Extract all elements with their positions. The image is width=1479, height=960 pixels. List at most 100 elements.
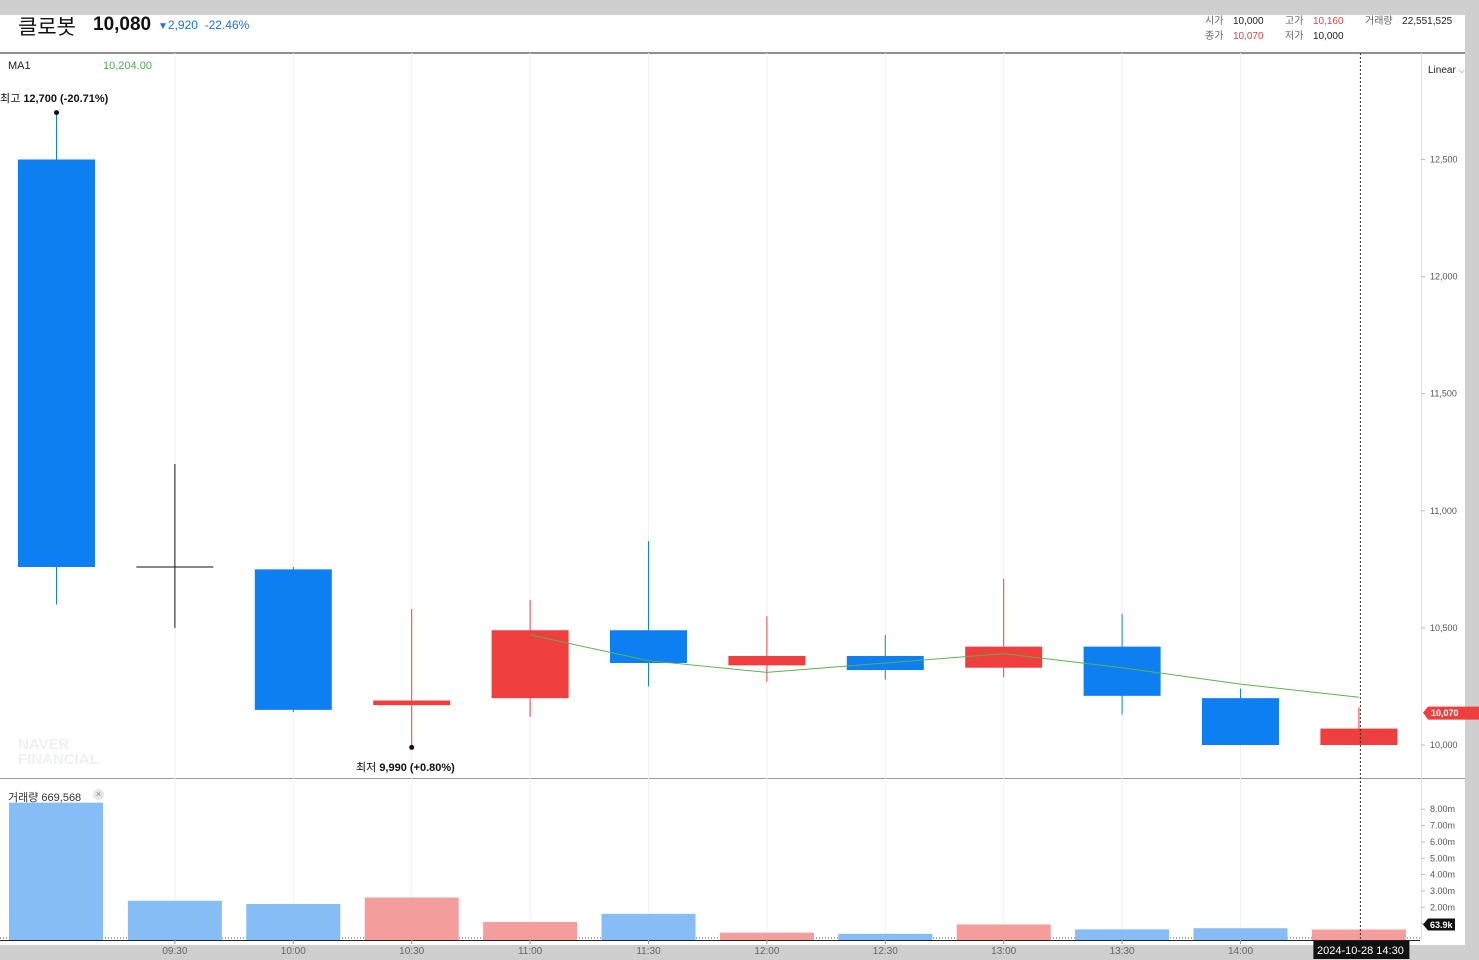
- volume-bar: [719, 932, 814, 940]
- ohlc-volume: 거래량 22,551,525: [1365, 12, 1452, 27]
- price-tick-label: 11,000: [1430, 506, 1457, 516]
- ohlc-value: 10,000: [1232, 16, 1264, 27]
- ohlc-low: 저가 10,000: [1285, 27, 1344, 42]
- price-tick-label: 12,000: [1430, 272, 1458, 282]
- volume-bar: [601, 913, 696, 940]
- high-marker: [54, 110, 59, 116]
- ohlc-value: 10,070: [1232, 31, 1264, 42]
- volume-bars: [9, 802, 1406, 940]
- ohlc-high: 고가 10,160: [1285, 12, 1344, 27]
- price-tick-label: 10,000: [1430, 740, 1458, 750]
- price-tick-label: 12,500: [1430, 155, 1458, 165]
- current-price: 10,080: [93, 14, 152, 35]
- ohlc-label: 저가: [1285, 31, 1304, 42]
- time-tick-label: 14:00: [1228, 946, 1253, 957]
- time-tick-label: 10:00: [281, 946, 306, 957]
- watermark-line-2: FINANCIAL: [18, 751, 99, 768]
- candle-body: [965, 646, 1043, 668]
- candle-body: [1202, 698, 1279, 745]
- volume-bar: [1075, 929, 1170, 940]
- chevron-down-icon: ⌵: [1458, 66, 1465, 75]
- price-tag: 10,070: [1423, 706, 1479, 720]
- date-tag: 2024-10-28 14:30: [1313, 941, 1410, 959]
- volume-tick-label: 6.00m: [1430, 837, 1455, 847]
- ohlc-label: 시가: [1205, 16, 1224, 27]
- high-annotation-value: 12,700 (-20.71%): [23, 93, 109, 105]
- volume-bar: [1311, 929, 1406, 940]
- volume-bar: [1193, 928, 1288, 940]
- stock-name: 클로봇: [18, 15, 76, 39]
- low-annotation: 최저 9,990 (+0.80%): [356, 759, 455, 775]
- time-tick-label: 11:30: [636, 946, 661, 957]
- candle-body: [610, 630, 687, 664]
- low-marker: [409, 744, 415, 750]
- scale-mode-toggle[interactable]: Linear ⌵: [1428, 65, 1465, 76]
- time-tick-label: 11:00: [518, 946, 543, 957]
- candle-body: [491, 630, 569, 699]
- time-tick-label: 12:00: [754, 946, 779, 957]
- volume-tick-label: 7.00m: [1430, 821, 1455, 831]
- down-arrow-icon: ▼: [158, 21, 168, 32]
- ma-indicator-value: 10,204.00: [103, 60, 152, 72]
- time-axis-ticks: 09:30 10:00 10:30 11:00 11:30 12:00 12:30 13:00…: [162, 940, 1253, 957]
- price-change: ▼2,920 -22.46%: [158, 18, 249, 32]
- volume-bar: [127, 900, 222, 940]
- date-tag-text: 2024-10-28 14:30: [1317, 945, 1404, 957]
- price-tick-label: 10,500: [1430, 623, 1458, 633]
- close-icon[interactable]: ×: [93, 789, 104, 800]
- ma-line: [529, 634, 1359, 698]
- high-annotation-label: 최고: [0, 93, 21, 105]
- ohlc-value: 10,160: [1312, 16, 1344, 27]
- scale-mode-label: Linear: [1428, 65, 1456, 76]
- low-annotation-label: 최저: [356, 762, 377, 774]
- candle-body: [373, 700, 451, 706]
- ohlc-label: 종가: [1205, 31, 1224, 42]
- ma-indicator-name[interactable]: MA1: [8, 60, 31, 72]
- candle-body: [728, 656, 806, 666]
- volume-bar: [246, 904, 341, 940]
- volume-tag-text: 63.9k: [1430, 920, 1454, 930]
- volume-tick-label: 8.00m: [1430, 804, 1455, 814]
- time-tick-label: 13:00: [991, 946, 1016, 957]
- volume-bar: [956, 924, 1051, 940]
- price-tick-label: 11,500: [1430, 389, 1457, 399]
- volume-bar: [838, 933, 933, 940]
- ohlc-label: 고가: [1285, 16, 1304, 27]
- change-amount: 2,920: [167, 18, 198, 32]
- ohlc-value: 10,000: [1312, 31, 1344, 42]
- candle-body: [1320, 728, 1398, 745]
- ohlc-value: 22,551,525: [1402, 16, 1453, 27]
- volume-tick-label: 5.00m: [1430, 853, 1455, 863]
- candles: [18, 112, 1398, 748]
- time-tick-label: 13:30: [1110, 946, 1135, 957]
- price-tag-text: 10,070: [1431, 708, 1459, 718]
- price-tag-shape: [1423, 706, 1479, 720]
- high-annotation: 최고 12,700 (-20.71%): [0, 90, 108, 106]
- ohlc-open: 시가 10,000: [1205, 12, 1264, 27]
- volume-panel-label: 거래량 669,568: [8, 792, 82, 804]
- ohlc-label: 거래량: [1365, 16, 1393, 27]
- price-axis-ticks: 12,500 12,000 11,500 11,000 10,500 10,000: [1421, 155, 1458, 750]
- volume-tag: 63.9k: [1423, 918, 1455, 931]
- chart-background: [0, 15, 1465, 945]
- change-percent: -22.46%: [204, 18, 250, 32]
- candle-body: [18, 159, 95, 568]
- watermark: NAVER FINANCIAL: [18, 736, 99, 768]
- ohlc-close: 종가 10,070: [1205, 27, 1264, 42]
- volume-tick-label: 2.00m: [1430, 902, 1455, 912]
- date-tag-shape: [1313, 941, 1410, 959]
- volume-tag-shape: [1423, 918, 1455, 931]
- high-low-markers: [54, 110, 415, 750]
- volume-tick-label: 4.00m: [1430, 870, 1455, 880]
- time-tick-label: 10:30: [399, 946, 424, 957]
- low-annotation-value: 9,990 (+0.80%): [379, 762, 455, 774]
- candle-body: [254, 569, 332, 710]
- time-tick-label: 09:30: [162, 946, 187, 957]
- volume-tick-label: 3.00m: [1430, 886, 1455, 896]
- volume-bar: [483, 922, 578, 940]
- watermark-line-1: NAVER: [18, 736, 70, 753]
- volume-bar: [9, 802, 103, 940]
- time-tick-label: 12:30: [873, 946, 898, 957]
